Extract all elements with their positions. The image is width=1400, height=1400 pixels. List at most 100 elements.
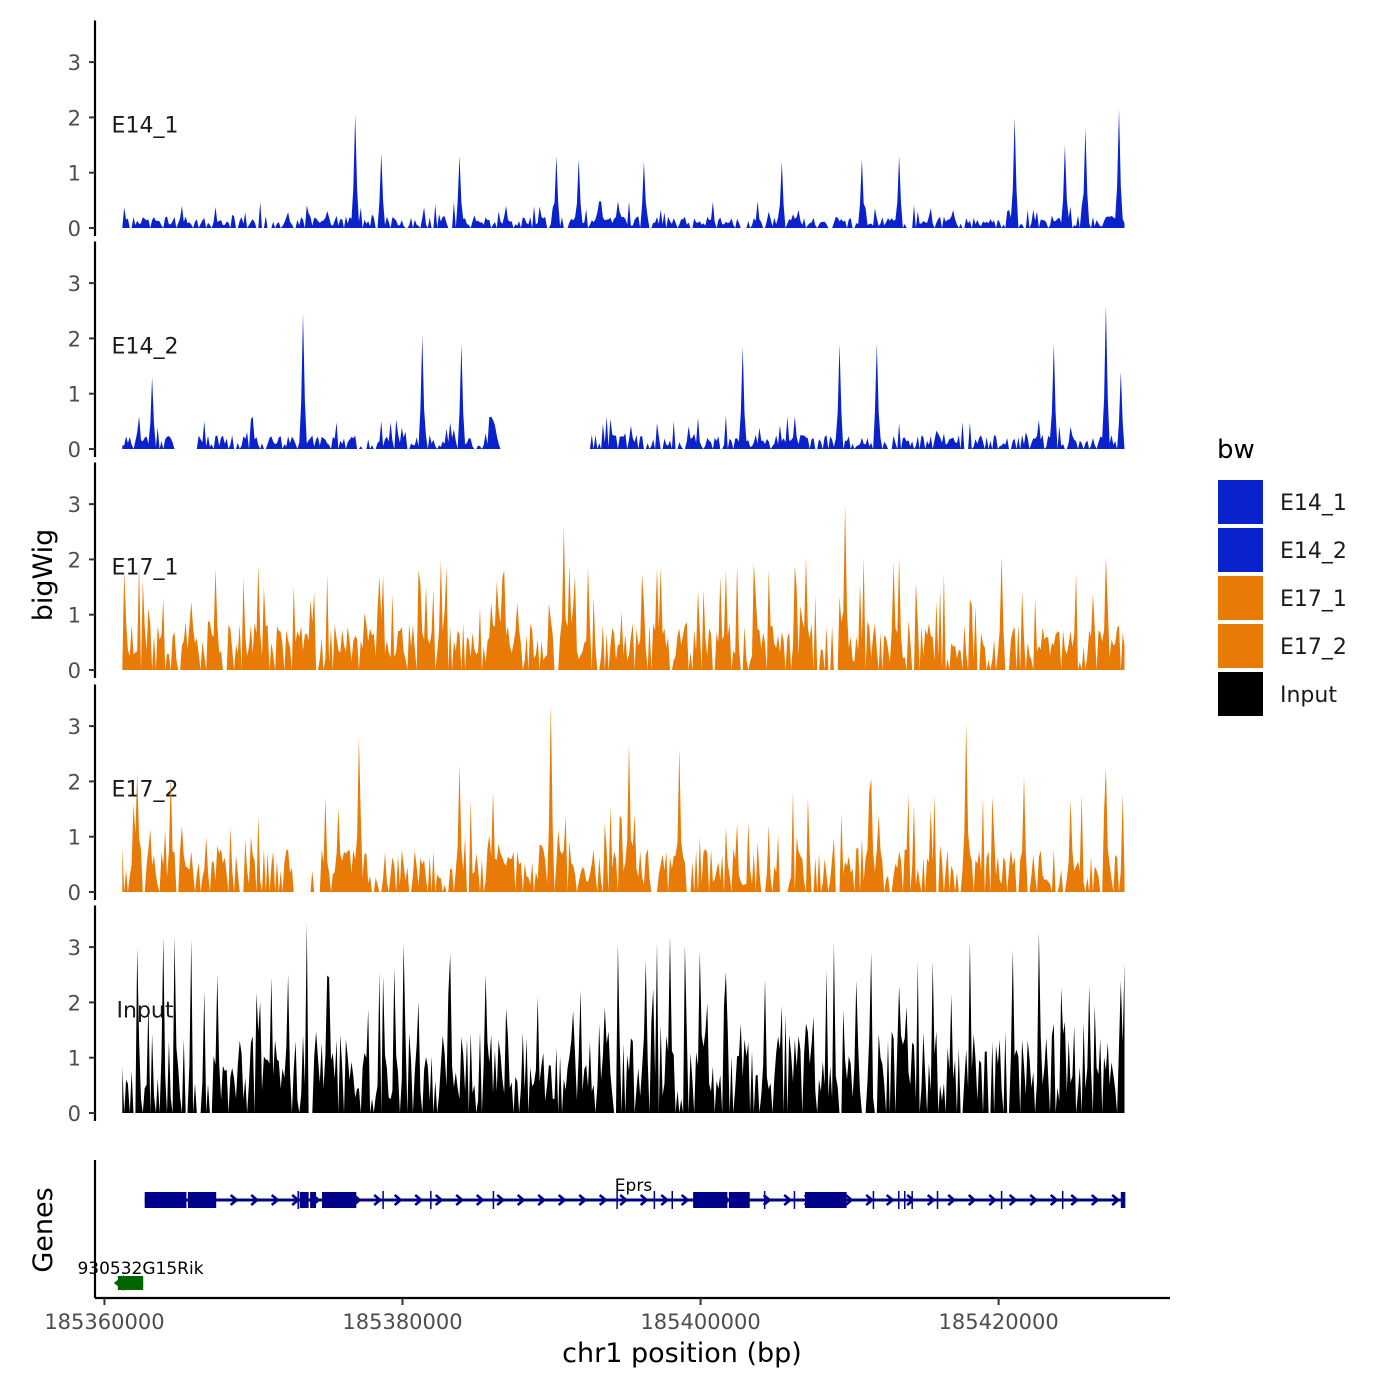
y-tick-label: 1: [68, 162, 81, 186]
strand-arrow: [516, 1194, 526, 1206]
strand-arrow: [639, 1194, 649, 1206]
strand-arrow: [434, 1194, 444, 1206]
x-tick-label: 185420000: [938, 1310, 1058, 1334]
legend-title: bw: [1217, 435, 1255, 465]
strand-arrow: [578, 1194, 588, 1206]
coverage-area-Input: [122, 922, 1125, 1113]
legend-swatch-E14_2: [1218, 528, 1263, 572]
strand-arrow: [455, 1194, 465, 1206]
y-tick-label: 0: [68, 659, 81, 683]
strand-arrow: [229, 1194, 239, 1206]
strand-arrow: [250, 1194, 260, 1206]
gene-exon: [310, 1192, 317, 1208]
y-axis-title: bigWig: [28, 529, 59, 622]
legend: bw E14_1 E14_2 E17_1 E17_2 Input: [1217, 435, 1347, 716]
gene-exon: [117, 1276, 144, 1290]
strand-arrow: [926, 1194, 936, 1206]
gene-exon: [144, 1192, 187, 1208]
gene-Eprs[interactable]: Eprs: [144, 1176, 1126, 1209]
strand-arrow: [1090, 1194, 1100, 1206]
strand-arrow: [557, 1194, 567, 1206]
strand-arrow: [414, 1194, 424, 1206]
x-tick-label: 185360000: [44, 1310, 164, 1334]
strand-arrow: [270, 1194, 280, 1206]
strand-arrow: [967, 1194, 977, 1206]
strand-arrow: [113, 1275, 124, 1291]
strand-arrow: [598, 1194, 608, 1206]
y-tick-label: 3: [68, 493, 81, 517]
y-tick-label: 1: [68, 1047, 81, 1071]
gene-exon: [1120, 1192, 1126, 1208]
y-tick-label: 2: [68, 991, 81, 1015]
gene-exon: [693, 1192, 728, 1208]
legend-label: Input: [1280, 683, 1337, 708]
legend-swatch-E17_1: [1218, 576, 1263, 620]
strand-arrow: [762, 1194, 772, 1206]
coverage-area-E17_1: [122, 504, 1125, 670]
strand-arrow: [680, 1194, 690, 1206]
strand-arrow: [783, 1194, 793, 1206]
gene-4930532G15Rik[interactable]: 930532G15Rik: [77, 1259, 204, 1291]
strand-arrow: [1070, 1194, 1080, 1206]
strand-arrow: [475, 1194, 485, 1206]
legend-label: E17_1: [1280, 587, 1347, 612]
y-tick-label: 1: [68, 604, 81, 628]
strand-arrow: [496, 1194, 506, 1206]
track-E17_2: 0 1 2 3 E17_2: [68, 684, 1125, 905]
gene-exon: [299, 1192, 309, 1208]
track-Input: 0 1 2 3 Input: [68, 905, 1125, 1126]
strand-arrow: [988, 1194, 998, 1206]
gene-exon: [804, 1192, 847, 1208]
y-tick-label: 1: [68, 826, 81, 850]
track-E14_1: 0 1 2 3 E14_1: [68, 20, 1125, 241]
legend-swatch-Input: [1218, 672, 1263, 716]
genes-axis-title: Genes: [28, 1187, 59, 1272]
legend-swatch-E17_2: [1218, 624, 1263, 668]
x-tick-label: 185400000: [640, 1310, 760, 1334]
gene-exon: [728, 1192, 750, 1208]
gene-name-label: 930532G15Rik: [77, 1259, 203, 1279]
strand-arrow: [1008, 1194, 1018, 1206]
gene-exon: [187, 1192, 217, 1208]
y-tick-label: 3: [68, 51, 81, 75]
track-label: E14_2: [112, 334, 179, 359]
strand-arrow: [885, 1194, 895, 1206]
strand-arrow: [619, 1194, 629, 1206]
y-tick-label: 3: [68, 936, 81, 960]
strand-arrow: [906, 1194, 916, 1206]
y-tick-label: 1: [68, 383, 81, 407]
y-tick-label: 0: [68, 1102, 81, 1126]
gene-name-label: Eprs: [615, 1176, 653, 1196]
y-tick-label: 2: [68, 327, 81, 351]
legend-label: E14_2: [1280, 539, 1347, 564]
y-tick-label: 0: [68, 438, 81, 462]
gene-exon: [322, 1192, 357, 1208]
strand-arrow: [844, 1194, 854, 1206]
legend-swatch-E14_1: [1218, 480, 1263, 524]
coverage-area-E14_1: [122, 109, 1125, 228]
track-label: Input: [117, 998, 174, 1023]
strand-arrow: [1029, 1194, 1039, 1206]
y-tick-label: 0: [68, 217, 81, 241]
coverage-area-E17_2: [122, 704, 1125, 892]
y-tick-label: 0: [68, 881, 81, 905]
strand-arrow: [537, 1194, 547, 1206]
strand-arrow: [947, 1194, 957, 1206]
y-tick-label: 2: [68, 548, 81, 572]
track-label: E17_1: [112, 555, 179, 580]
strand-arrow: [393, 1194, 403, 1206]
coverage-area-E14_2: [122, 305, 1125, 449]
x-axis: 185360000 185380000 185400000 185420000: [44, 1296, 1170, 1334]
track-label: E17_2: [112, 777, 179, 802]
strand-arrow: [660, 1194, 670, 1206]
legend-label: E14_1: [1280, 491, 1347, 516]
x-axis-title: chr1 position (bp): [562, 1338, 802, 1369]
strand-arrow: [373, 1194, 383, 1206]
x-tick-label: 185380000: [342, 1310, 462, 1334]
legend-label: E17_2: [1280, 635, 1347, 660]
strand-arrow: [1049, 1194, 1059, 1206]
track-E17_1: 0 1 2 3 E17_1: [68, 462, 1125, 683]
genes-panel: Eprs 930532G15Rik: [77, 1160, 1126, 1298]
y-tick-label: 2: [68, 770, 81, 794]
